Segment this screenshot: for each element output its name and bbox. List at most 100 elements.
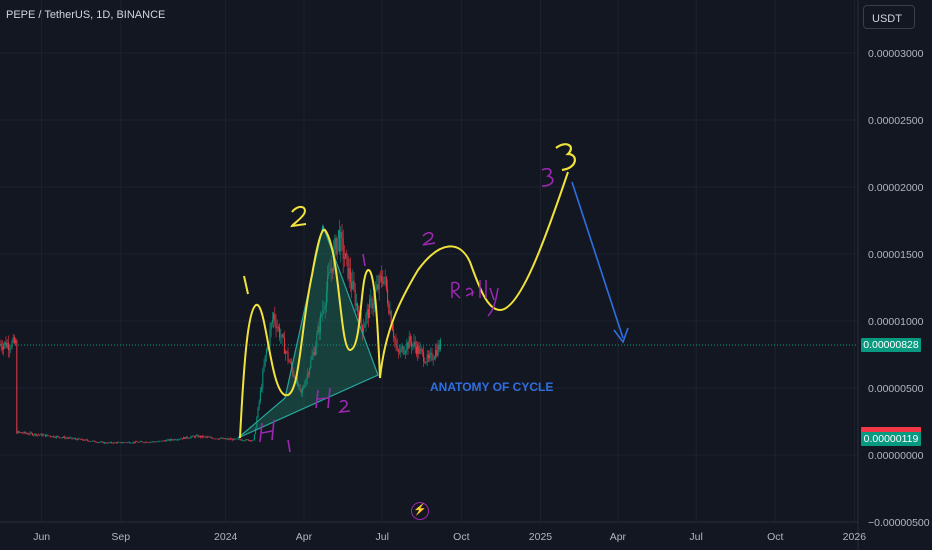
candle-body (370, 298, 372, 300)
candle-body (301, 388, 303, 393)
x-axis[interactable]: Jun Sep 2024 Apr Jul Oct 2025 Apr Jul Oct 2026 (33, 531, 866, 543)
candle-body (415, 346, 417, 355)
candle-body (327, 275, 329, 292)
candle-body (325, 291, 327, 306)
candle-body (90, 441, 92, 442)
candle-body (131, 442, 133, 444)
candle-body (275, 321, 277, 329)
candle-body (31, 433, 33, 436)
candle-body (317, 326, 319, 335)
candle-body (35, 433, 37, 436)
candle-body (393, 330, 395, 338)
candle-body (281, 334, 283, 337)
candle-body (145, 441, 147, 443)
candle-body (136, 441, 138, 443)
candle-body (54, 437, 56, 438)
candle-body (262, 371, 264, 388)
yellow-digit-3 (555, 143, 576, 172)
candle-body (391, 325, 393, 331)
candle-body (349, 268, 351, 283)
candle-body (163, 440, 165, 442)
candle-body (108, 442, 110, 444)
candle-body (85, 439, 87, 441)
candle-body (22, 432, 24, 434)
y-tick-label: 0.00001000 (868, 316, 924, 328)
candle-body (316, 334, 318, 347)
candle-body (179, 439, 181, 440)
candle-body (335, 238, 337, 255)
candle-body (367, 309, 369, 319)
x-tick-label: Jun (33, 531, 50, 543)
x-tick-label: 2024 (214, 531, 238, 543)
candle-body (225, 438, 227, 440)
candle-body (283, 337, 285, 354)
candle-body (40, 433, 42, 435)
x-tick-label: Apr (610, 531, 627, 543)
purple-digit-1 (362, 253, 366, 267)
candle-body (280, 336, 282, 338)
lightning-bolt-icon[interactable]: ⚡ (411, 502, 429, 520)
candle-body (303, 387, 305, 389)
candle-body (244, 440, 246, 442)
candle-body (204, 436, 206, 438)
candle-body (431, 352, 433, 360)
candle-body (250, 440, 252, 442)
candle-body (81, 438, 83, 440)
candle-body (107, 442, 109, 444)
purple-digit-2 (422, 231, 436, 246)
candle-body (259, 390, 261, 402)
candle-body (97, 442, 99, 443)
candle-body (243, 440, 245, 442)
candle-body (61, 437, 63, 439)
candle-body (258, 401, 260, 408)
candle-body (423, 351, 425, 362)
candle-body (310, 359, 312, 369)
candle-body (216, 438, 218, 440)
candle-body (65, 437, 67, 439)
candle-body (375, 289, 377, 294)
candle-body (7, 342, 9, 350)
purple-rally (451, 280, 499, 317)
candle-body (343, 258, 345, 260)
candle-body (223, 438, 225, 440)
candle-body (45, 434, 47, 437)
candle-body (277, 327, 279, 328)
candle-body (382, 281, 384, 284)
green-harmonic-shape (237, 223, 379, 439)
candle-body (222, 438, 224, 439)
candle-body (240, 439, 242, 441)
x-tick-label: Apr (296, 531, 313, 543)
candle-body (318, 326, 320, 333)
candle-body (191, 435, 193, 437)
currency-button[interactable]: USDT (863, 5, 915, 29)
candle-body (390, 311, 392, 326)
candle-body (165, 440, 167, 442)
drawing-annotations (237, 143, 629, 453)
candle-body (383, 277, 385, 284)
candle-body (228, 438, 230, 440)
candle-body (252, 439, 254, 441)
candle-body (305, 379, 307, 386)
chart-title: PEPE / TetherUS, 1D, BINANCE (6, 9, 166, 21)
candle-body (195, 435, 197, 438)
x-tick-label: Jul (689, 531, 702, 543)
candle-body (89, 441, 91, 442)
candle-body (402, 346, 404, 354)
candle-body (16, 340, 18, 434)
y-axis[interactable]: 0.00003000 0.00002500 0.00002000 0.00001500… (868, 48, 930, 529)
candle-body (124, 442, 126, 443)
candle-body (13, 337, 15, 344)
candle-body (403, 352, 405, 354)
purple-h1 (259, 419, 291, 453)
candle-body (209, 437, 211, 438)
candle-body (5, 341, 7, 348)
candle-body (379, 275, 381, 277)
candle-body (138, 441, 140, 443)
candle-body (93, 440, 95, 442)
candle-body (414, 341, 416, 347)
candle-body (395, 339, 397, 346)
candle-body (235, 438, 237, 440)
candle-body (94, 440, 96, 442)
candle-body (203, 436, 205, 438)
